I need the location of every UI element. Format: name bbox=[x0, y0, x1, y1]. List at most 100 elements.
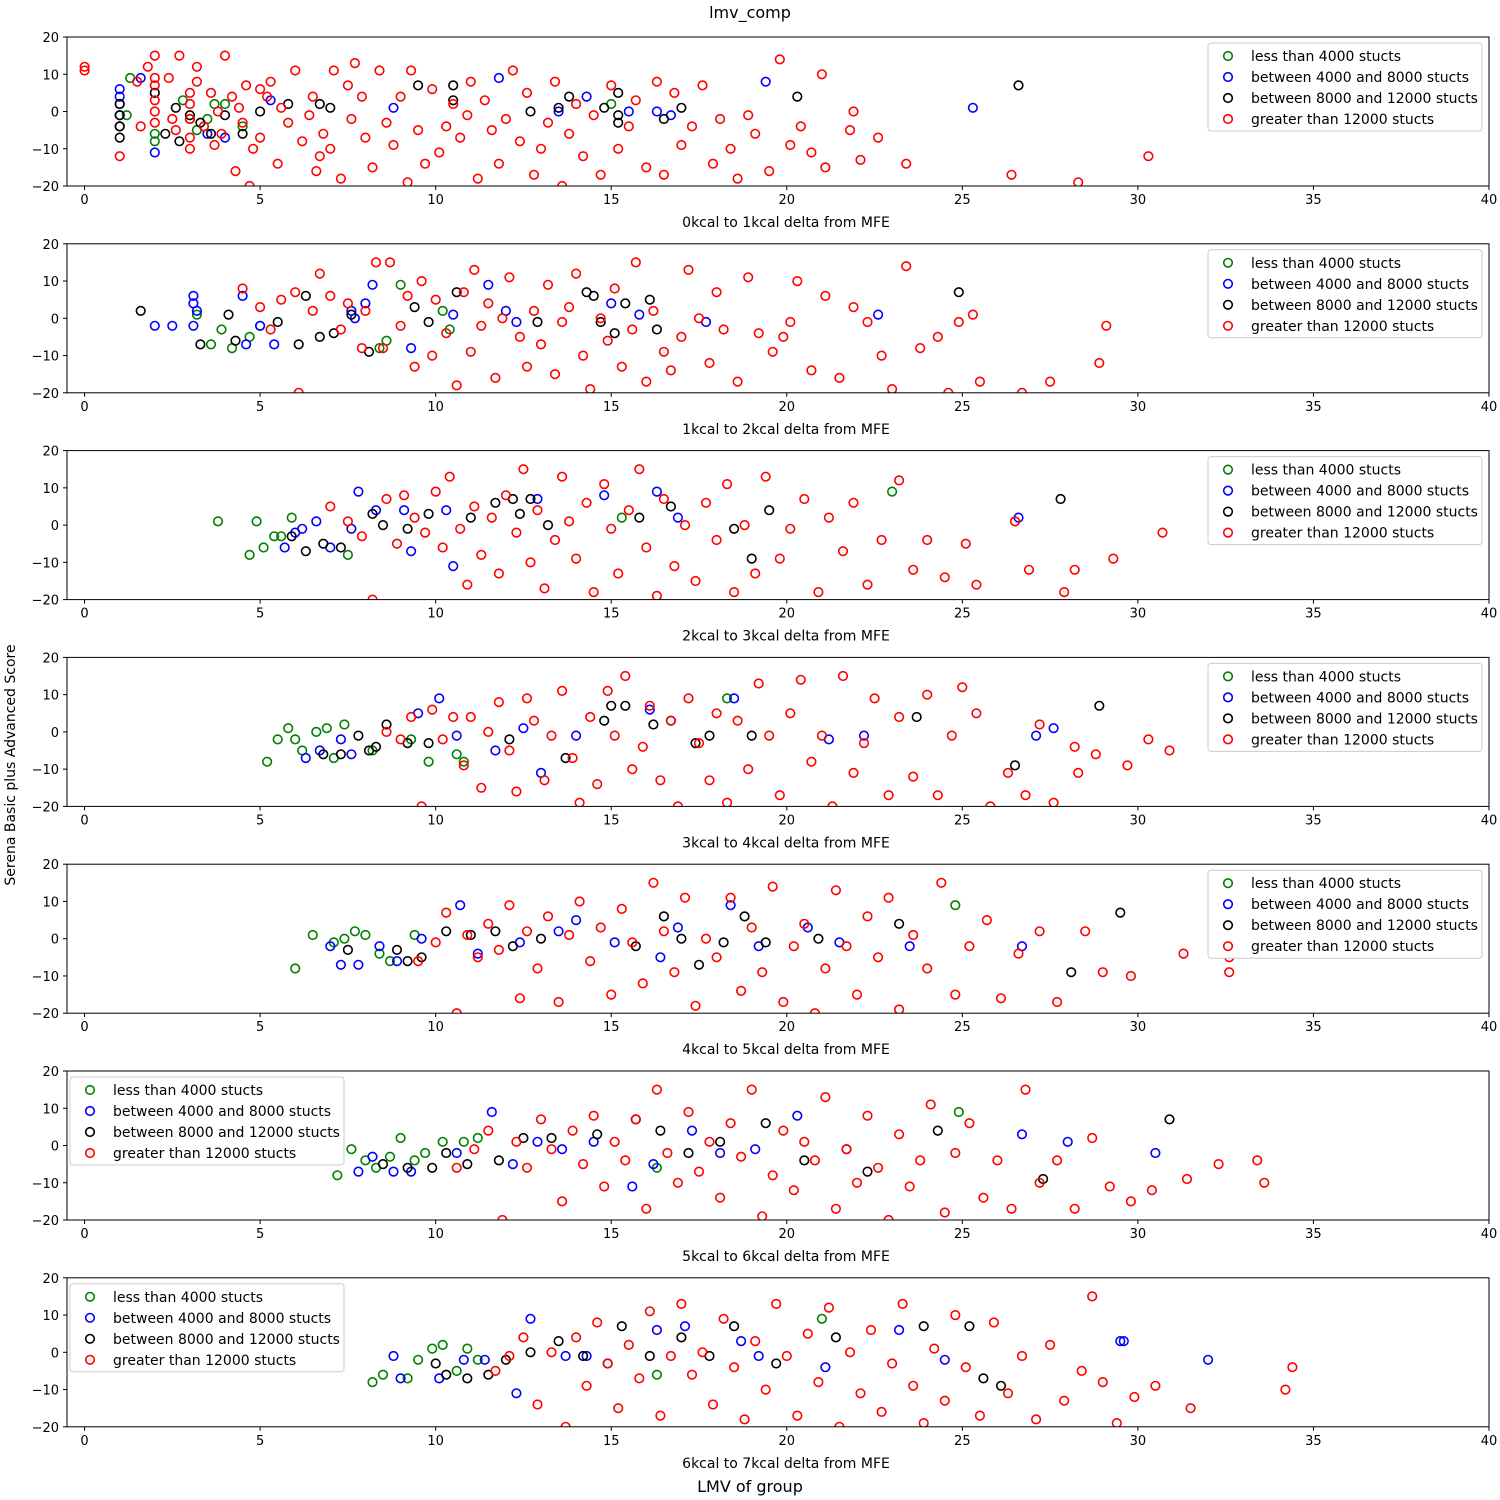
scatter-point bbox=[1016, 1350, 1028, 1362]
legend-label: less than 4000 stucts bbox=[113, 1290, 263, 1306]
scatter-point bbox=[395, 734, 406, 745]
scatter-point bbox=[384, 955, 396, 967]
scatter-point bbox=[693, 313, 705, 324]
scatter-point bbox=[686, 1125, 698, 1136]
scatter-point bbox=[721, 479, 733, 490]
scatter-point bbox=[901, 158, 912, 169]
scatter-point bbox=[479, 1354, 490, 1365]
scatter-point bbox=[1051, 1155, 1063, 1166]
scatter-point bbox=[760, 471, 771, 482]
scatter-point bbox=[370, 741, 382, 752]
scatter-point bbox=[1287, 1362, 1298, 1373]
scatter-point bbox=[553, 1335, 564, 1347]
scatter-point bbox=[728, 693, 740, 704]
scatter-point bbox=[409, 512, 420, 523]
panel-2: 0 5 10 15 20 25 30 35 40 −20 −10 0 10 20 1kcal to 2kca… bbox=[32, 238, 1498, 438]
scatter-point bbox=[230, 166, 241, 177]
scatter-point bbox=[634, 512, 645, 523]
y-tick-label: 20 bbox=[42, 445, 59, 460]
scatter-point bbox=[251, 516, 262, 527]
legend-label: greater than 12000 stucts bbox=[1251, 112, 1434, 128]
scatter-point bbox=[820, 1091, 831, 1103]
scatter-point bbox=[205, 87, 217, 98]
scatter-point bbox=[690, 737, 701, 749]
scatter-point bbox=[946, 730, 957, 741]
scatter-point bbox=[855, 1388, 866, 1399]
legend-marker bbox=[84, 1291, 96, 1302]
scatter-point bbox=[395, 1132, 406, 1144]
scatter-point bbox=[441, 328, 452, 339]
scatter-point bbox=[978, 1373, 989, 1384]
scatter-point bbox=[767, 1170, 778, 1181]
scatter-point bbox=[549, 76, 561, 87]
scatter-point bbox=[813, 1376, 824, 1388]
scatter-point bbox=[735, 985, 747, 997]
y-tick-label: 20 bbox=[42, 651, 59, 666]
scatter-point bbox=[655, 1410, 666, 1421]
y-tick-label: 10 bbox=[42, 482, 59, 497]
scatter-point bbox=[265, 76, 276, 87]
scatter-point bbox=[939, 572, 950, 583]
scatter-point bbox=[114, 151, 125, 162]
scatter-point bbox=[402, 523, 413, 534]
scatter-point bbox=[311, 166, 322, 177]
scatter-point bbox=[904, 941, 915, 952]
scatter-point bbox=[388, 102, 399, 113]
scatter-point bbox=[1125, 970, 1136, 982]
scatter-point bbox=[191, 61, 202, 72]
scatter-point bbox=[542, 519, 554, 531]
scatter-point bbox=[374, 948, 385, 959]
scatter-point bbox=[669, 560, 680, 572]
scatter-point bbox=[409, 302, 420, 313]
legend-marker bbox=[1222, 899, 1234, 910]
scatter-point bbox=[908, 1380, 919, 1391]
scatter-point bbox=[391, 538, 403, 549]
scatter-point bbox=[255, 106, 266, 117]
y-tick-label: 10 bbox=[42, 1309, 59, 1324]
scatter-point bbox=[672, 1177, 684, 1188]
scatter-point bbox=[883, 892, 894, 903]
scatter-point bbox=[627, 937, 638, 948]
scatter-point bbox=[377, 1158, 389, 1170]
scatter-point bbox=[276, 531, 287, 542]
x-tick-label: 0 bbox=[80, 1434, 88, 1449]
scatter-point bbox=[595, 316, 606, 328]
scatter-point bbox=[532, 963, 543, 974]
scatter-point bbox=[479, 95, 490, 106]
scatter-point bbox=[469, 501, 480, 512]
scatter-point bbox=[950, 1309, 961, 1321]
scatter-point bbox=[743, 764, 754, 775]
scatter-point bbox=[521, 87, 533, 98]
scatter-point bbox=[406, 343, 417, 354]
scatter-point bbox=[539, 775, 550, 786]
x-tick-label: 15 bbox=[603, 607, 620, 622]
scatter-point bbox=[553, 102, 564, 113]
scatter-point bbox=[1104, 1181, 1115, 1192]
legend-marker bbox=[1222, 92, 1234, 104]
x-tick-label: 35 bbox=[1305, 607, 1322, 622]
scatter-point bbox=[823, 512, 835, 523]
scatter-point bbox=[894, 1004, 905, 1014]
scatter-point bbox=[556, 1144, 568, 1155]
scatter-point bbox=[672, 512, 684, 523]
x-tick-label: 25 bbox=[954, 400, 971, 415]
legend: less than 4000 stucts between 4000 and 80… bbox=[1207, 662, 1483, 752]
scatter-point bbox=[514, 331, 526, 343]
scatter-point bbox=[683, 1106, 694, 1118]
scatter-point bbox=[806, 365, 817, 376]
scatter-point bbox=[700, 497, 712, 508]
scatter-point bbox=[1073, 767, 1084, 779]
scatter-point bbox=[609, 328, 620, 339]
scatter-point bbox=[279, 542, 290, 553]
scatter-point bbox=[574, 797, 585, 807]
scatter-point bbox=[458, 1354, 469, 1365]
scatter-point bbox=[388, 1350, 399, 1362]
scatter-point bbox=[311, 516, 322, 527]
scatter-point bbox=[743, 272, 754, 283]
scatter-point bbox=[476, 549, 487, 561]
x-tick-label: 20 bbox=[779, 193, 796, 208]
scatter-point bbox=[469, 1144, 480, 1155]
scatter-point bbox=[518, 723, 529, 734]
scatter-point bbox=[525, 1347, 536, 1358]
legend-label: between 4000 and 8000 stucts bbox=[1251, 277, 1469, 293]
